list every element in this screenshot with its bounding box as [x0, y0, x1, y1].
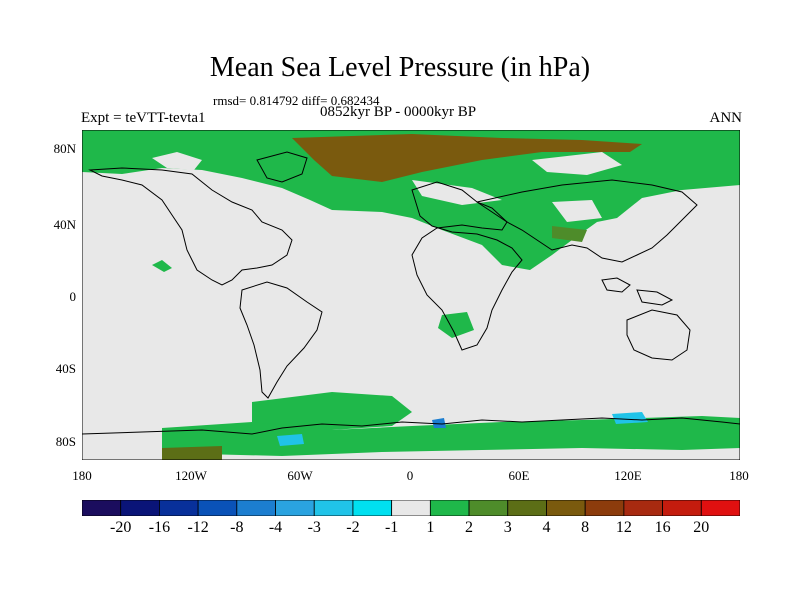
colorbar-cell	[313, 500, 354, 516]
lat-label-40s: 40S	[55, 361, 76, 376]
coastlines	[82, 151, 740, 435]
plot-title: Mean Sea Level Pressure (in hPa)	[209, 52, 591, 83]
colorbar-label: 8	[581, 519, 590, 536]
colorbar-cell	[623, 500, 663, 516]
colorbar-cell	[82, 500, 122, 516]
south-atlantic-anomaly	[252, 392, 412, 434]
asia-gap	[552, 200, 602, 222]
colorbar-label: -2	[346, 519, 360, 536]
asia-dark-patch	[552, 226, 587, 242]
europe-gap	[412, 180, 502, 205]
colorbar-cell	[197, 500, 238, 516]
colorbar-label: -4	[268, 519, 283, 536]
east-antarctic-negative-patch	[612, 412, 648, 424]
colorbar-cell	[275, 500, 315, 516]
colorbar-cell	[391, 500, 431, 516]
colorbar-cell	[429, 500, 470, 516]
colorbar-label: -1	[384, 519, 399, 536]
weddell-negative-patch	[432, 418, 446, 428]
colorbar-cell	[700, 500, 740, 516]
lat-label-40n: 40N	[53, 217, 76, 232]
season-label: ANN	[709, 110, 743, 126]
antarctic-olive-patch	[162, 446, 222, 460]
lon-label-180w: 180	[72, 468, 92, 483]
colorbar-label: -20	[110, 519, 132, 536]
colorbar-label: 1	[426, 519, 435, 536]
colorbar-label: -16	[148, 519, 171, 536]
lon-label-120e: 120E	[614, 468, 642, 483]
colorbar-label: 2	[465, 519, 474, 536]
antarctic-anomaly-band	[162, 416, 740, 456]
colorbar-cell	[507, 500, 547, 516]
colorbar-cell	[236, 500, 276, 516]
colorbar	[82, 500, 740, 516]
siberia-gap	[532, 152, 622, 175]
colorbar-cell	[546, 500, 586, 516]
lon-label-60e: 60E	[508, 468, 530, 483]
colorbar-cell	[120, 500, 160, 516]
lat-label-80n: 80N	[53, 141, 76, 156]
colorbar-label: -8	[230, 519, 244, 536]
colorbar-cell	[662, 500, 702, 516]
lon-label-60w: 60W	[287, 468, 313, 483]
colorbar-label: -3	[307, 519, 321, 536]
stats-subtitle: rmsd= 0.814792 diff= 0.682434	[213, 93, 380, 108]
colorbar-label: 20	[693, 519, 710, 536]
colorbar-cell	[584, 500, 625, 516]
colorbar-cell	[468, 500, 509, 516]
lat-label-0: 0	[69, 289, 77, 304]
lat-label-80s: 80S	[55, 434, 76, 449]
colorbar-cell	[352, 500, 393, 516]
pacific-patch	[152, 260, 172, 272]
experiment-label: Expt = teVTT-tevta1	[81, 110, 206, 126]
period-label: 0852kyr BP - 0000kyr BP	[320, 104, 477, 120]
colorbar-label: -12	[187, 519, 209, 536]
lon-label-120w: 120W	[175, 468, 207, 483]
colorbar-label: 12	[615, 519, 632, 536]
lon-label-0: 0	[406, 468, 414, 483]
colorbar-label: 16	[654, 519, 671, 536]
colorbar-cell	[159, 500, 199, 516]
lon-label-180e: 180	[729, 468, 749, 483]
arctic-gap	[152, 152, 202, 170]
arctic-strong-anomaly	[292, 134, 642, 182]
antarctic-negative-patch	[277, 434, 304, 446]
pressure-map	[82, 130, 740, 460]
colorbar-label: 4	[542, 519, 551, 536]
colorbar-label: 3	[503, 519, 512, 536]
